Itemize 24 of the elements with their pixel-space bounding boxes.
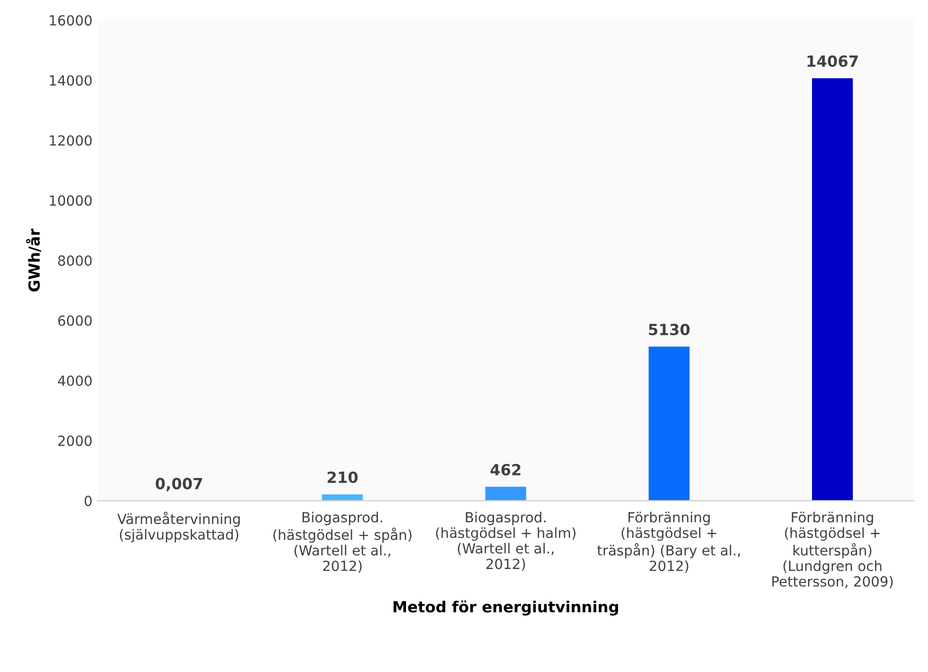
y-tick-label: 12000: [50, 135, 92, 146]
bar: [812, 78, 853, 501]
y-tick-label: 6000: [58, 315, 92, 326]
bar: [485, 486, 526, 501]
x-tick-label: Förbränning (hästgödsel + kutterspån) (Lundgren och Pettersson, 2009): [772, 512, 893, 588]
y-tick-label: 14000: [50, 75, 92, 86]
x-tick-label: Förbränning (hästgödsel + träspån) (Bary et al., 2012): [597, 512, 740, 573]
y-tick-label: 8000: [58, 255, 92, 266]
y-tick-label: 2000: [58, 436, 92, 446]
y-axis-title: GWh/år: [26, 228, 42, 292]
x-tick-label: Biogasprod. (hästgödsel + halm) (Wartell et al., 2012): [436, 512, 576, 571]
data-label: 462: [490, 464, 520, 476]
y-tick-label: 0: [84, 496, 92, 506]
y-tick-label: 4000: [58, 375, 92, 386]
y-tick-label: 16000: [50, 15, 92, 26]
data-label: 210: [328, 471, 358, 484]
data-label: 0,007: [156, 478, 202, 492]
data-label: 14067: [808, 55, 858, 67]
x-axis-title: Metod för energiutvinning: [394, 600, 618, 616]
x-tick-label: Värmeåtervinning (självuppskattad): [117, 512, 240, 542]
y-tick-label: 10000: [50, 195, 92, 206]
bar: [648, 346, 690, 501]
data-label: 5130: [649, 324, 690, 336]
x-tick-label: Biogasprod. (hästgödsel + spån) (Wartell et al., 2012): [273, 512, 412, 573]
